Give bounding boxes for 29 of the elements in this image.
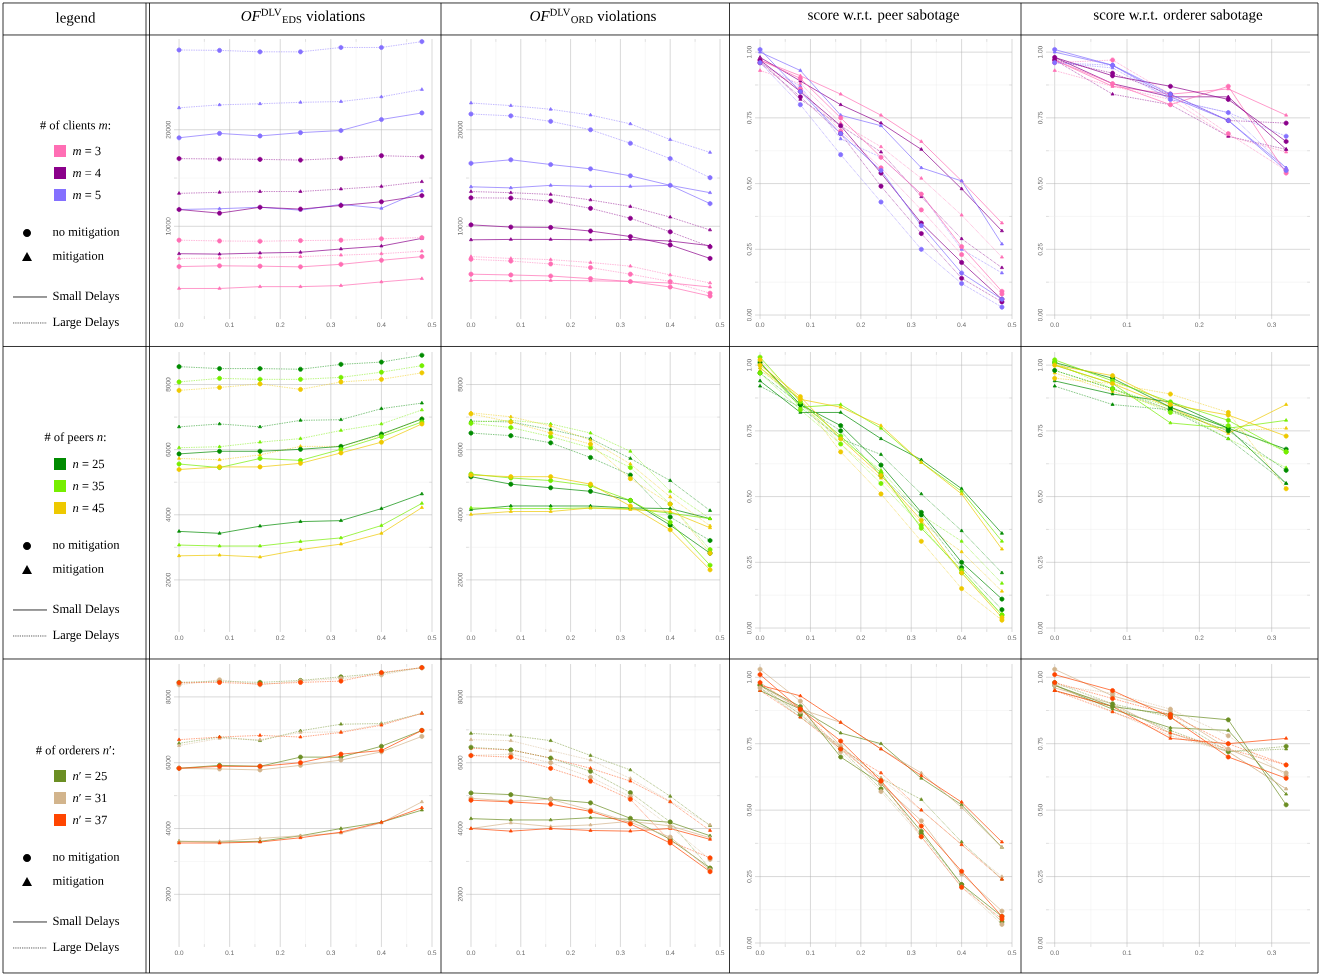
text: n = 25 (72, 459, 105, 469)
text: # of clients m: (40, 120, 111, 130)
chart-title: OF$^{DLV}$$_{ORD}$ violations (530, 8, 656, 24)
text: Large Delays (52, 317, 119, 329)
text: n′ = 37 (72, 815, 107, 825)
text: no mitigation (52, 852, 120, 864)
text: Small Delays (53, 916, 120, 928)
text: # of peers n: (44, 432, 106, 444)
text: Small Delays (53, 291, 120, 303)
text: n′ = 25 (72, 771, 107, 781)
text: mitigation (52, 564, 104, 576)
text: no mitigation (52, 540, 120, 552)
text: # of orderers n′: (36, 745, 115, 755)
text: m = 5 (72, 190, 101, 200)
text: no mitigation (52, 227, 120, 239)
text: mitigation (52, 876, 104, 888)
chart-title: score w.r.t. orderer sabotage (1093, 9, 1263, 23)
chart-title: OF$^{DLV}$$_{EDS}$ violations (241, 8, 365, 24)
text: Large Delays (52, 630, 119, 642)
text: legend (55, 12, 96, 26)
text: n′ = 31 (72, 793, 107, 803)
text: Large Delays (52, 942, 119, 954)
text: Small Delays (53, 604, 120, 616)
text: m = 3 (72, 146, 101, 156)
text: m = 4 (72, 168, 101, 178)
text: n = 35 (72, 481, 105, 491)
text: mitigation (52, 251, 104, 263)
text: n = 45 (72, 503, 105, 513)
chart-title: score w.r.t. peer sabotage (808, 9, 959, 23)
